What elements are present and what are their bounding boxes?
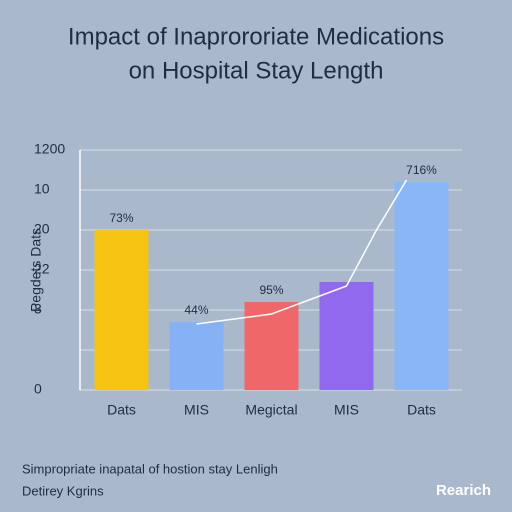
y-tick-label: 0: [34, 381, 42, 397]
bar: [94, 230, 149, 390]
footer-text: Simpropriate inapatal of hostion stay Le…: [22, 461, 278, 476]
bar-label: 95%: [259, 283, 283, 297]
y-tick-label: 1200: [34, 141, 65, 157]
y-tick-label: 20: [34, 221, 50, 237]
bar: [169, 322, 224, 390]
chart-title: on Hospital Stay Length: [129, 57, 384, 84]
footer-text: Detirey Kgrins: [22, 483, 104, 498]
x-tick-label: MIS: [184, 402, 209, 418]
y-tick-label: 3: [34, 301, 42, 317]
x-tick-label: Dats: [407, 402, 436, 418]
y-tick-label: 22: [34, 261, 50, 277]
y-tick-label: 10: [34, 181, 50, 197]
bar-label: 44%: [184, 303, 208, 317]
chart-title: Impact of Inaprororiate Medications: [68, 23, 444, 50]
x-tick-label: Dats: [107, 402, 136, 418]
x-tick-label: Megictal: [245, 402, 297, 418]
x-tick-label: MIS: [334, 402, 359, 418]
bar-label: 73%: [109, 211, 133, 225]
bar: [319, 282, 374, 390]
y-axis-label: Pegdets Dats: [28, 228, 44, 312]
bar: [394, 182, 449, 390]
bar-label: 716%: [406, 163, 437, 177]
trend-line: [196, 179, 408, 325]
bar: [244, 302, 299, 390]
brand: Rearich: [436, 482, 491, 499]
